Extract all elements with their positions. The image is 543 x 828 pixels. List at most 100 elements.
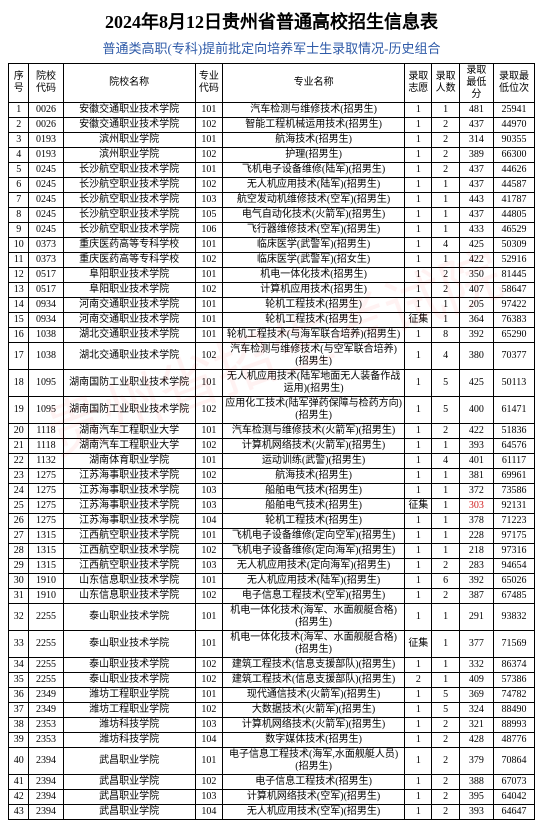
table-cell: 372 — [459, 484, 493, 499]
table-cell: 航空发动机维修技术(空军)(招男生) — [223, 193, 405, 208]
table-cell: 324 — [459, 703, 493, 718]
table-cell: 1 — [405, 370, 432, 397]
table-cell: 2 — [432, 133, 459, 148]
table-cell: 58647 — [493, 283, 534, 298]
table-cell: 1 — [432, 514, 459, 529]
table-cell: 103 — [195, 559, 222, 574]
table-cell: 1 — [405, 238, 432, 253]
table-cell: 2394 — [29, 805, 63, 820]
table-cell: 泰山职业技术学院 — [63, 658, 195, 673]
table-cell: 轮机工程技术(招男生) — [223, 514, 405, 529]
table-cell: 378 — [459, 514, 493, 529]
table-cell: 102 — [195, 148, 222, 163]
table-cell: 江西航空职业技术学院 — [63, 559, 195, 574]
table-cell: 1 — [405, 328, 432, 343]
table-cell: 350 — [459, 268, 493, 283]
table-cell: 武昌职业学院 — [63, 775, 195, 790]
table-cell: 江苏海事职业技术学院 — [63, 499, 195, 514]
table-cell: 汽车检测与维修技术(火箭军)(招男生) — [223, 424, 405, 439]
table-cell: 1 — [432, 604, 459, 631]
table-row: 301910山东信息职业技术学院101无人机应用技术(陆军)(招男生)16392… — [9, 574, 535, 589]
table-cell: 1 — [432, 208, 459, 223]
table-cell: 建筑工程技术(信息支援部队)(招男生) — [223, 658, 405, 673]
table-cell: 0934 — [29, 313, 63, 328]
col-header: 院校代码 — [29, 64, 63, 103]
table-cell: 40 — [9, 748, 29, 775]
table-cell: 0026 — [29, 118, 63, 133]
table-cell: 计算机应用技术(招男生) — [223, 283, 405, 298]
table-cell: 64042 — [493, 790, 534, 805]
table-cell: 44805 — [493, 208, 534, 223]
table-cell: 76383 — [493, 313, 534, 328]
table-cell: 滨州职业学院 — [63, 148, 195, 163]
table-cell: 1275 — [29, 499, 63, 514]
table-cell: 2 — [432, 268, 459, 283]
table-cell: 1 — [405, 298, 432, 313]
table-cell: 13 — [9, 283, 29, 298]
table-cell: 35 — [9, 673, 29, 688]
table-cell: 1 — [405, 424, 432, 439]
table-cell: 1 — [405, 718, 432, 733]
table-cell: 湖南汽车工程职业大学 — [63, 424, 195, 439]
table-cell: 101 — [195, 631, 222, 658]
table-cell: 征集 — [405, 313, 432, 328]
table-cell: 102 — [195, 658, 222, 673]
table-cell: 50309 — [493, 238, 534, 253]
col-header: 录取最低位次 — [493, 64, 534, 103]
table-cell: 3 — [9, 133, 29, 148]
table-cell: 481 — [459, 103, 493, 118]
table-row: 70245长沙航空职业技术学院103航空发动机维修技术(空军)(招男生)1144… — [9, 193, 535, 208]
table-cell: 102 — [195, 397, 222, 424]
table-cell: 船舶电气技术(招男生) — [223, 499, 405, 514]
table-row: 271315江西航空职业技术学院101飞机电子设备维修(定向空军)(招男生)11… — [9, 529, 535, 544]
table-cell: 41 — [9, 775, 29, 790]
table-cell: 18 — [9, 370, 29, 397]
table-cell: 智能工程机械运用技术(招男生) — [223, 118, 405, 133]
table-cell: 380 — [459, 343, 493, 370]
table-cell: 长沙航空职业技术学院 — [63, 208, 195, 223]
table-row: 291315江西航空职业技术学院103无人机应用技术(定向海军)(招男生)122… — [9, 559, 535, 574]
table-cell: 湖北交通职业技术学院 — [63, 328, 195, 343]
table-cell: 14 — [9, 298, 29, 313]
table-cell: 102 — [195, 283, 222, 298]
table-cell: 长沙航空职业技术学院 — [63, 193, 195, 208]
table-cell: 机电一体化技术(招男生) — [223, 268, 405, 283]
col-header: 录取志愿 — [405, 64, 432, 103]
col-header: 录取最低分 — [459, 64, 493, 103]
table-cell: 1 — [432, 544, 459, 559]
table-cell: 泰山职业技术学院 — [63, 631, 195, 658]
table-cell: 1 — [405, 544, 432, 559]
table-row: 432394武昌职业学院104无人机应用技术(空军)(招男生)123936464… — [9, 805, 535, 820]
table-cell: 102 — [195, 703, 222, 718]
table-cell: 44587 — [493, 178, 534, 193]
table-cell: 36 — [9, 688, 29, 703]
table-cell: 38 — [9, 718, 29, 733]
table-cell: 无人机应用技术(陆军)(招男生) — [223, 574, 405, 589]
table-cell: 103 — [195, 193, 222, 208]
table-cell: 1 — [405, 688, 432, 703]
table-cell: 31 — [9, 589, 29, 604]
table-cell: 0517 — [29, 283, 63, 298]
table-cell: 0245 — [29, 208, 63, 223]
table-cell: 20 — [9, 424, 29, 439]
table-cell: 88993 — [493, 718, 534, 733]
table-cell: 17 — [9, 343, 29, 370]
table-cell: 1275 — [29, 469, 63, 484]
table-cell: 机电一体化技术(海军、水面舰艇合格)(招男生) — [223, 631, 405, 658]
table-cell: 湖南汽车工程职业大学 — [63, 439, 195, 454]
table-cell: 4 — [9, 148, 29, 163]
table-cell: 建筑工程技术(信息支援部队)(招男生) — [223, 673, 405, 688]
table-cell: 2 — [432, 163, 459, 178]
table-row: 191095湖南国防工业职业技术学院102应用化工技术(陆军弹药保障与检药方向)… — [9, 397, 535, 424]
table-cell: 2 — [432, 733, 459, 748]
table-cell: 泰山职业技术学院 — [63, 604, 195, 631]
table-cell: 2394 — [29, 790, 63, 805]
table-cell: 2 — [432, 718, 459, 733]
table-cell: 1 — [432, 103, 459, 118]
table-cell: 92131 — [493, 499, 534, 514]
table-row: 130517阜阳职业技术学院102计算机应用技术(招男生)1240758647 — [9, 283, 535, 298]
table-row: 362349潍坊工程职业学院101现代通信技术(火箭军)(招男生)1536974… — [9, 688, 535, 703]
table-cell: 71223 — [493, 514, 534, 529]
table-cell: 1 — [405, 148, 432, 163]
table-cell: 1275 — [29, 484, 63, 499]
